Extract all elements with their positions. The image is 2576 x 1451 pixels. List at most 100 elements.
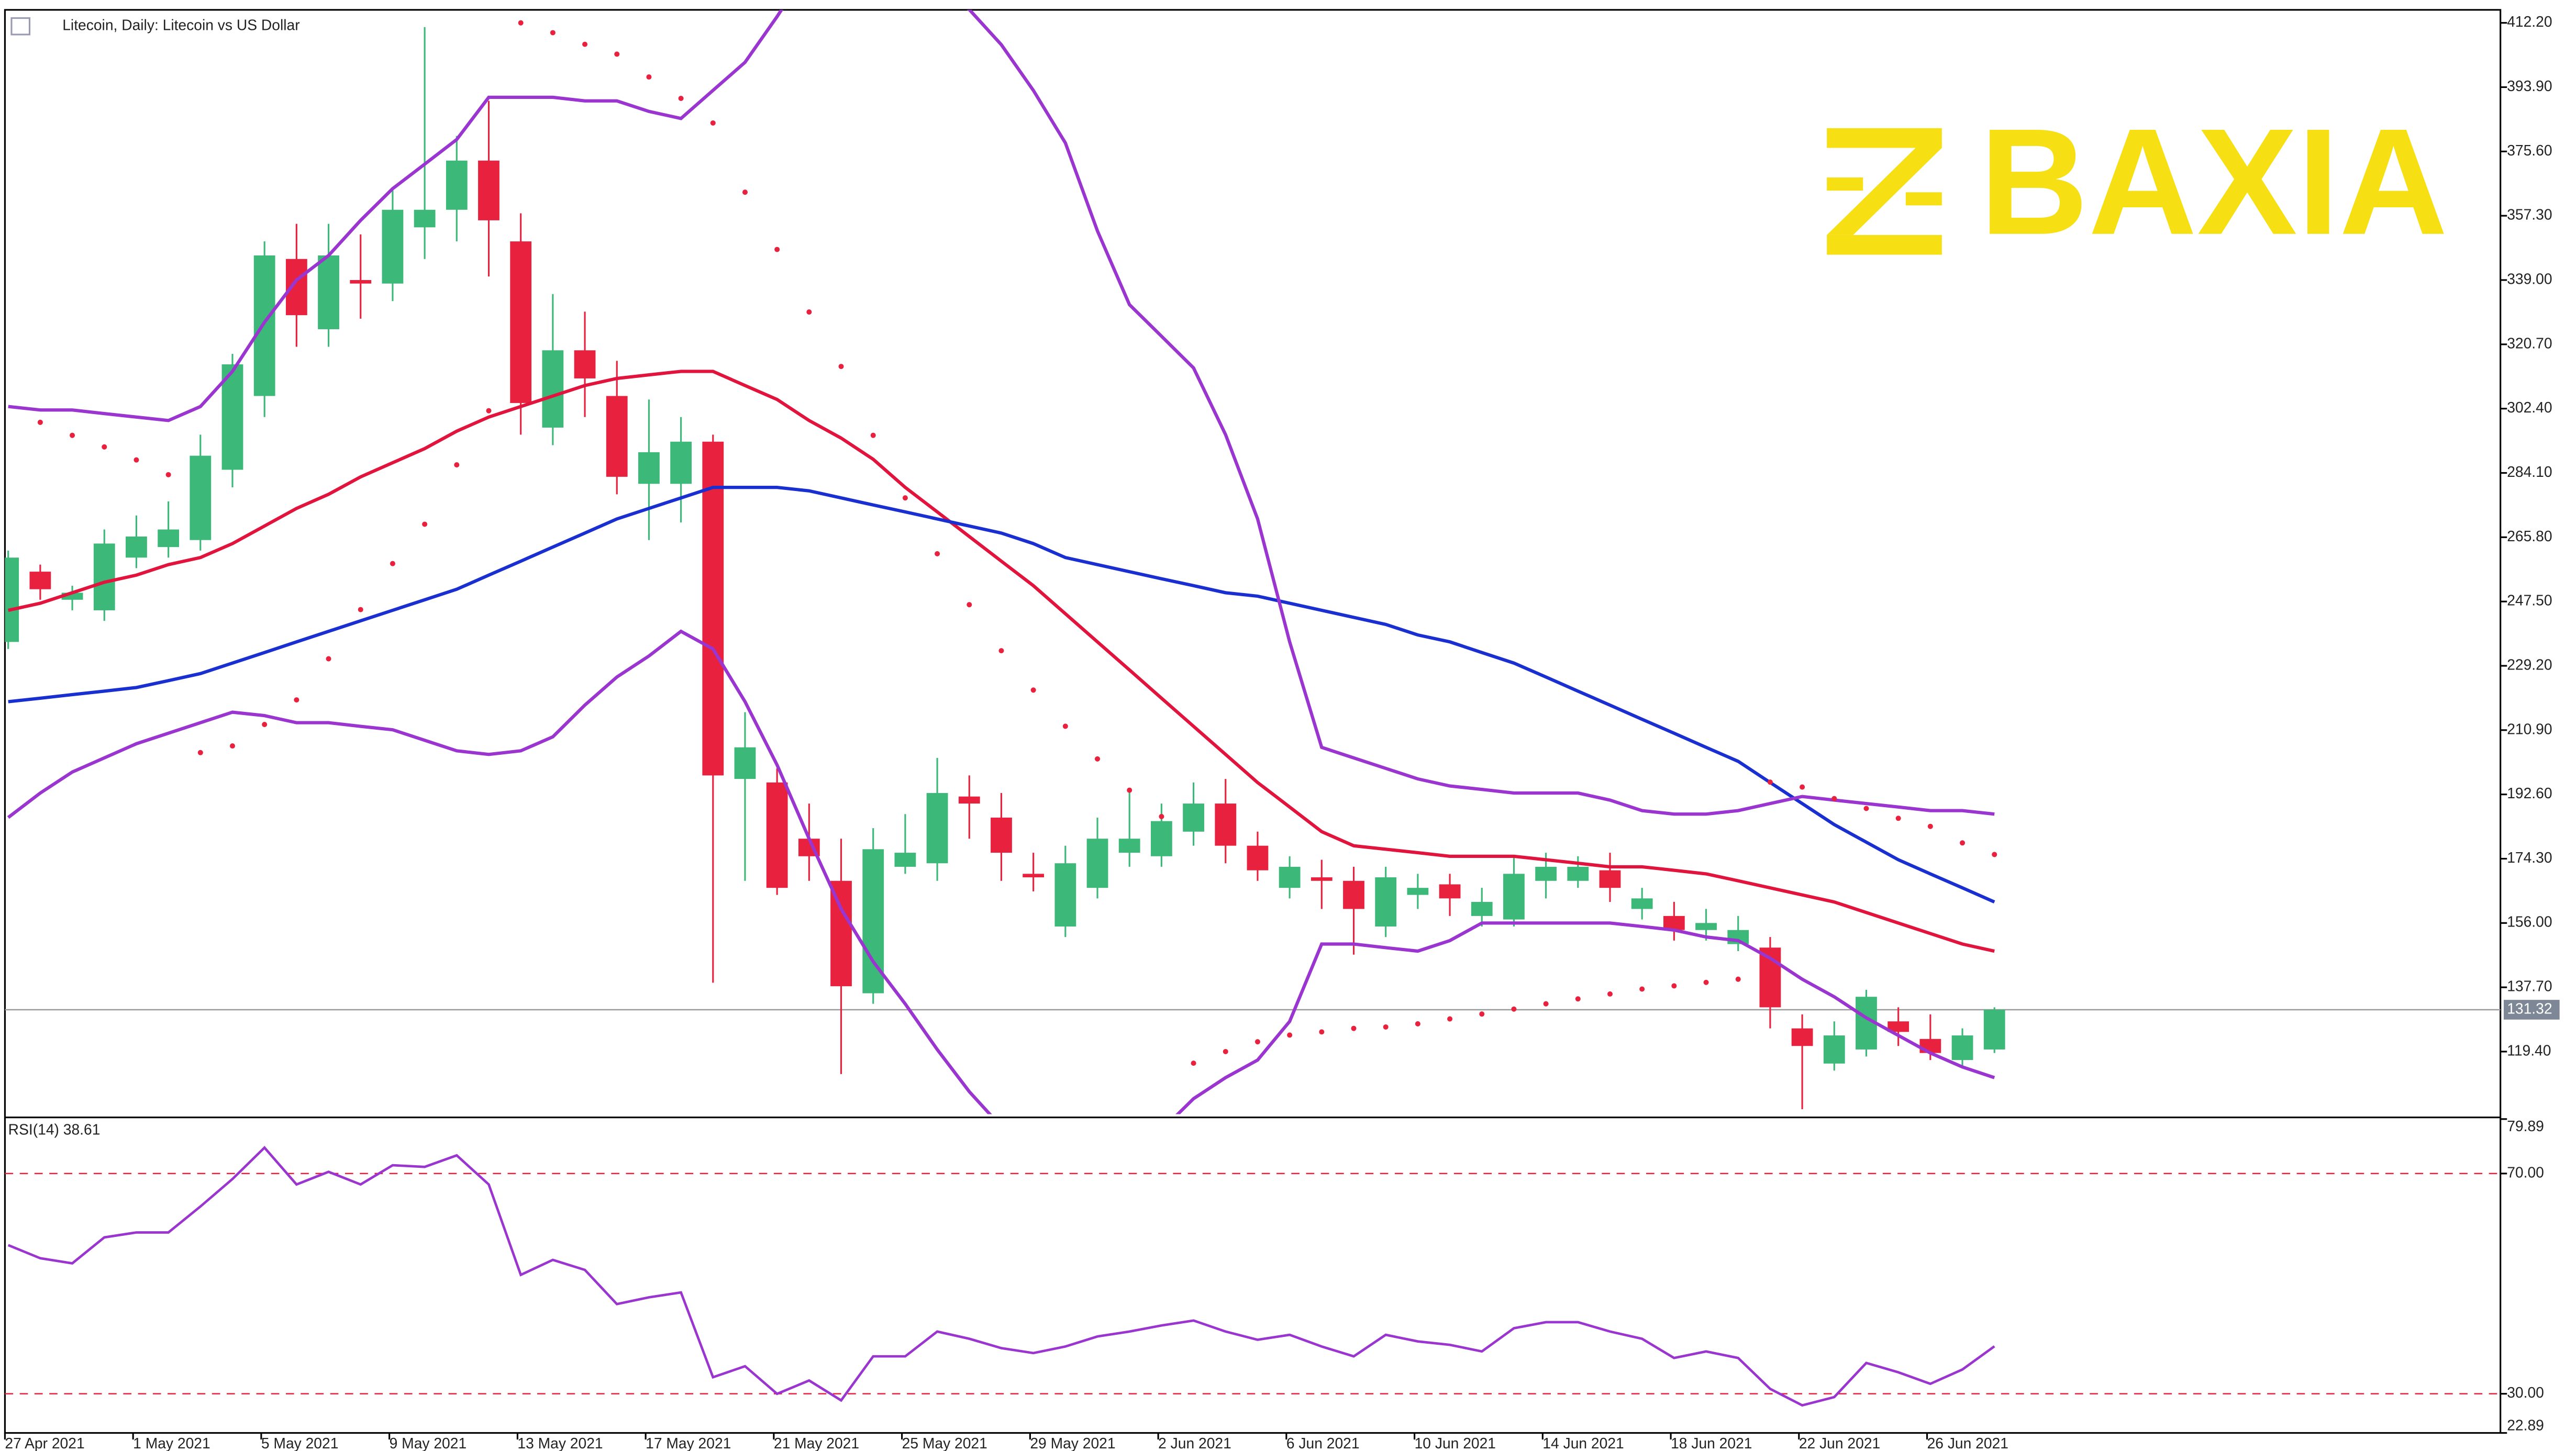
- sar-dot: [422, 521, 428, 527]
- y-tick-label: 375.60: [2507, 142, 2552, 159]
- y-tick-label: 229.20: [2507, 656, 2552, 673]
- sar-dot: [134, 457, 139, 463]
- x-tick-label: 29 May 2021: [1030, 1435, 1115, 1451]
- candle-body: [1567, 866, 1589, 881]
- candle-body: [414, 209, 436, 228]
- sar-dot: [550, 30, 556, 36]
- sar-dot: [710, 120, 716, 126]
- indicator-line: [8, 485, 1995, 904]
- sar-dot: [390, 561, 395, 566]
- candle-body: [542, 350, 564, 428]
- x-tick-label: 26 Jun 2021: [1927, 1435, 2008, 1451]
- candle-body: [446, 160, 468, 210]
- candle-body: [1023, 874, 1045, 878]
- y-tick-label: 137.70: [2507, 978, 2552, 995]
- sar-dot: [1735, 976, 1741, 982]
- sar-dot: [1127, 787, 1132, 793]
- sar-dot: [102, 444, 107, 450]
- sar-dot: [229, 743, 236, 749]
- sar-dot: [1062, 723, 1068, 729]
- sar-dot: [806, 309, 812, 315]
- y-tick-label: 30.00: [2507, 1384, 2544, 1401]
- chart-title: Litecoin, Daily: Litecoin vs US Dollar: [62, 17, 299, 34]
- sar-dot: [1800, 784, 1805, 790]
- candle-body: [1599, 870, 1621, 888]
- sar-dot: [1447, 1016, 1453, 1022]
- y-tick-label: 70.00: [2507, 1164, 2544, 1180]
- sar-dot: [1767, 779, 1773, 785]
- candle-body: [958, 796, 980, 804]
- candle-body: [1375, 877, 1397, 927]
- candle-body: [29, 572, 51, 589]
- rsi-pane: [5, 1146, 2501, 1407]
- sar-dot: [1383, 1024, 1389, 1030]
- candle-body: [1215, 803, 1237, 846]
- sar-dot: [262, 722, 268, 728]
- sar-dot: [774, 247, 780, 252]
- symbol-icon: [10, 17, 31, 36]
- sar-dot: [1575, 996, 1581, 1002]
- candle-body: [1887, 1021, 1909, 1032]
- sar-dot: [1671, 983, 1677, 989]
- sar-dot: [1159, 813, 1164, 819]
- sar-dot: [1895, 816, 1901, 821]
- x-tick-label: 22 Jun 2021: [1799, 1435, 1880, 1451]
- sar-dot: [1863, 806, 1869, 811]
- sar-dot: [742, 189, 748, 195]
- candle-body: [670, 441, 692, 484]
- sar-dot: [1831, 796, 1837, 801]
- candle-body: [158, 529, 180, 548]
- sar-dot: [838, 364, 844, 370]
- candle-body: [318, 255, 339, 329]
- candle-body: [1247, 845, 1269, 870]
- y-tick-label: 412.20: [2507, 13, 2552, 30]
- y-tick-label: 210.90: [2507, 720, 2552, 737]
- x-tick-label: 17 May 2021: [646, 1435, 731, 1451]
- candle-body: [638, 452, 660, 484]
- candle-body: [702, 441, 724, 776]
- x-tick-label: 21 May 2021: [774, 1435, 859, 1451]
- candle-body: [93, 543, 115, 610]
- y-tick-label: 284.10: [2507, 463, 2552, 480]
- y-tick-label: 357.30: [2507, 206, 2552, 223]
- candle-body: [926, 793, 948, 864]
- candle-body: [1919, 1039, 1941, 1053]
- sar-dot: [1415, 1021, 1420, 1026]
- sar-dot: [1287, 1032, 1293, 1038]
- candle-body: [1823, 1035, 1845, 1064]
- sar-dot: [1030, 687, 1036, 693]
- logo-bar: [1827, 177, 1863, 191]
- sar-dot: [1511, 1006, 1517, 1012]
- watermark: BAXIA: [1980, 98, 2448, 266]
- logo-bar: [1827, 128, 1942, 148]
- sar-dot: [1351, 1025, 1357, 1031]
- candle-body: [190, 455, 212, 540]
- candle-body: [221, 364, 243, 470]
- candle-body: [478, 160, 499, 220]
- last-price-label: 131.32: [2507, 1000, 2552, 1017]
- candle-body: [1279, 866, 1301, 888]
- y-tick-label: 79.89: [2507, 1118, 2544, 1134]
- logo-diagonal: [1827, 148, 1942, 235]
- sar-dot: [1927, 823, 1933, 829]
- sar-dot: [870, 432, 876, 438]
- candle-body: [1503, 874, 1525, 920]
- candle-body: [285, 259, 307, 316]
- sar-dot: [358, 607, 363, 612]
- candle-body: [830, 880, 852, 987]
- x-tick-label: 1 May 2021: [133, 1435, 210, 1451]
- sar-dot: [1607, 991, 1613, 997]
- sar-dot: [294, 697, 299, 703]
- sar-dot: [1254, 1039, 1260, 1045]
- sar-dot: [197, 750, 203, 755]
- sar-dot: [165, 472, 171, 477]
- candle-body: [350, 280, 372, 284]
- sar-dot: [1095, 756, 1101, 762]
- candle-body: [1118, 839, 1140, 853]
- axes: 119.40 137.70 156.00 174.30 192.60 210.90 229.…: [4, 13, 2560, 1451]
- sar-dot: [1992, 852, 1997, 857]
- sar-dot: [454, 462, 460, 468]
- candle-body: [1695, 923, 1717, 930]
